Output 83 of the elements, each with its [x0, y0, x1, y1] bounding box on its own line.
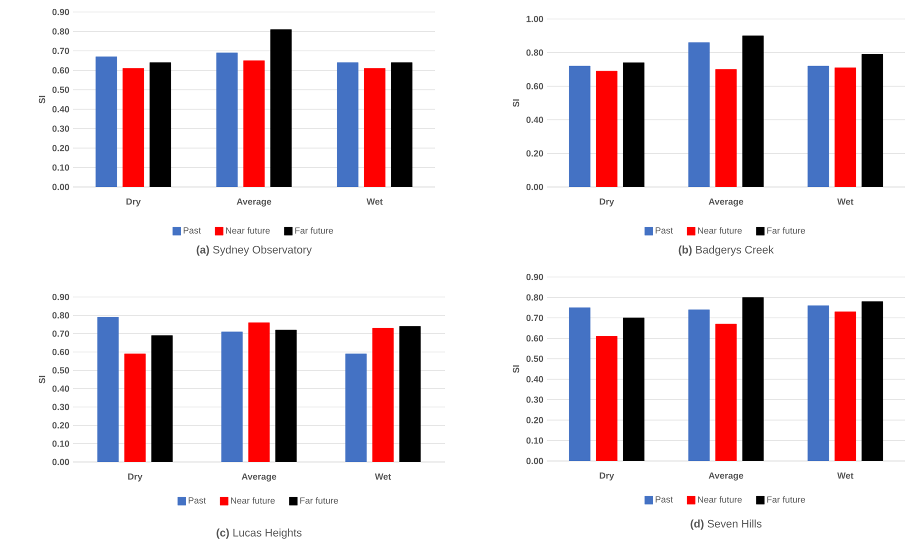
- y-tick-label: 0.60: [526, 335, 544, 342]
- bar: [122, 68, 144, 187]
- y-tick-label: 0.00: [52, 458, 70, 466]
- y-tick-label: 0.60: [52, 348, 70, 356]
- legend-label: Past: [184, 227, 201, 234]
- y-tick-label: 0.00: [526, 458, 544, 464]
- legend-label: Past: [656, 496, 673, 503]
- y-tick-label: 0.80: [52, 312, 70, 319]
- x-tick-label: Dry: [126, 198, 141, 207]
- text: (b) Badgerys Creek: [678, 246, 774, 256]
- legend-label: Near future: [226, 227, 270, 234]
- legend-label: Near future: [698, 496, 742, 503]
- x-tick-label: Dry: [600, 198, 614, 207]
- x-tick-label: Average: [236, 198, 272, 207]
- bar: [243, 60, 265, 187]
- y-tick-label: 0.80: [526, 294, 544, 301]
- x-tick-label: Wet: [366, 198, 383, 205]
- y-tick-label: 0.40: [52, 385, 70, 392]
- x-tick-label: Dry: [128, 474, 142, 482]
- y-tick-label: 0.60: [526, 83, 544, 90]
- legend-label: Far future: [767, 496, 806, 503]
- y-tick-label: 0.10: [526, 437, 544, 444]
- y-tick-label: 0.70: [526, 314, 544, 322]
- y-tick-label: 0.00: [52, 184, 70, 190]
- y-tick-label: 0.30: [52, 125, 70, 132]
- y-tick-label: 0.90: [526, 274, 544, 280]
- text: (d) Seven Hills: [690, 520, 762, 530]
- bar: [96, 56, 118, 187]
- bar: [150, 62, 172, 187]
- bar: [399, 326, 421, 462]
- bar: [364, 68, 386, 187]
- y-tick-label: 0.20: [52, 144, 70, 152]
- y-tick-label: 0.50: [526, 356, 544, 362]
- y-tick-label: 0.80: [52, 28, 70, 35]
- legend-label: Past: [656, 227, 673, 234]
- text: (c) Lucas Heights: [216, 528, 302, 539]
- y-tick-label: 0.20: [526, 150, 544, 157]
- y-tick-label: 0.90: [52, 8, 70, 16]
- legend-label: Far future: [300, 497, 338, 504]
- y-tick-label: 0.90: [52, 294, 70, 300]
- legend-label: Near future: [698, 227, 742, 234]
- x-tick-label: Wet: [837, 472, 854, 479]
- x-tick-label: Average: [242, 474, 276, 482]
- bar: [124, 354, 146, 462]
- bar: [248, 322, 270, 462]
- y-tick-label: 0.70: [52, 330, 70, 337]
- y-tick-label: 0.20: [526, 416, 544, 424]
- bar: [216, 52, 238, 187]
- y-tick-label: 0.50: [52, 86, 70, 93]
- y-tick-label: 0.40: [526, 376, 544, 382]
- legend-label: Past: [188, 497, 206, 504]
- x-tick-label: Dry: [600, 472, 614, 481]
- legend-label: Far future: [295, 227, 334, 234]
- y-tick-label: 0.10: [52, 440, 70, 447]
- y-tick-label: 0.50: [52, 367, 70, 374]
- bar: [275, 330, 297, 462]
- bar: [270, 29, 292, 187]
- y-tick-label: 0.30: [52, 404, 70, 410]
- y-tick-label: 0.80: [526, 49, 544, 56]
- y-tick-label: 0.70: [52, 48, 70, 54]
- x-tick-label: Average: [708, 198, 744, 207]
- y-axis-title: SI: [38, 376, 46, 384]
- y-tick-label: 0.60: [52, 67, 70, 74]
- y-tick-label: 0.10: [52, 164, 70, 171]
- y-tick-label: 0.40: [52, 106, 70, 112]
- x-tick-label: Wet: [374, 474, 392, 480]
- text: (a) Sydney Observatory: [196, 246, 312, 256]
- y-tick-label: 0.20: [52, 422, 70, 428]
- y-axis-title: SI: [38, 96, 46, 104]
- y-tick-label: 0.00: [526, 184, 544, 190]
- legend-label: Far future: [767, 227, 806, 234]
- bar: [372, 328, 394, 462]
- bar: [151, 335, 173, 462]
- y-axis-title: SI: [512, 365, 520, 373]
- y-tick-label: 0.30: [526, 396, 544, 403]
- bar: [390, 62, 412, 187]
- y-axis-title: SI: [512, 99, 520, 107]
- legend-label: Near future: [231, 497, 275, 504]
- x-tick-label: Average: [708, 472, 744, 481]
- bar: [336, 62, 358, 187]
- y-tick-label: 1.00: [526, 16, 544, 22]
- y-tick-label: 0.40: [526, 116, 544, 123]
- x-tick-label: Wet: [837, 198, 854, 205]
